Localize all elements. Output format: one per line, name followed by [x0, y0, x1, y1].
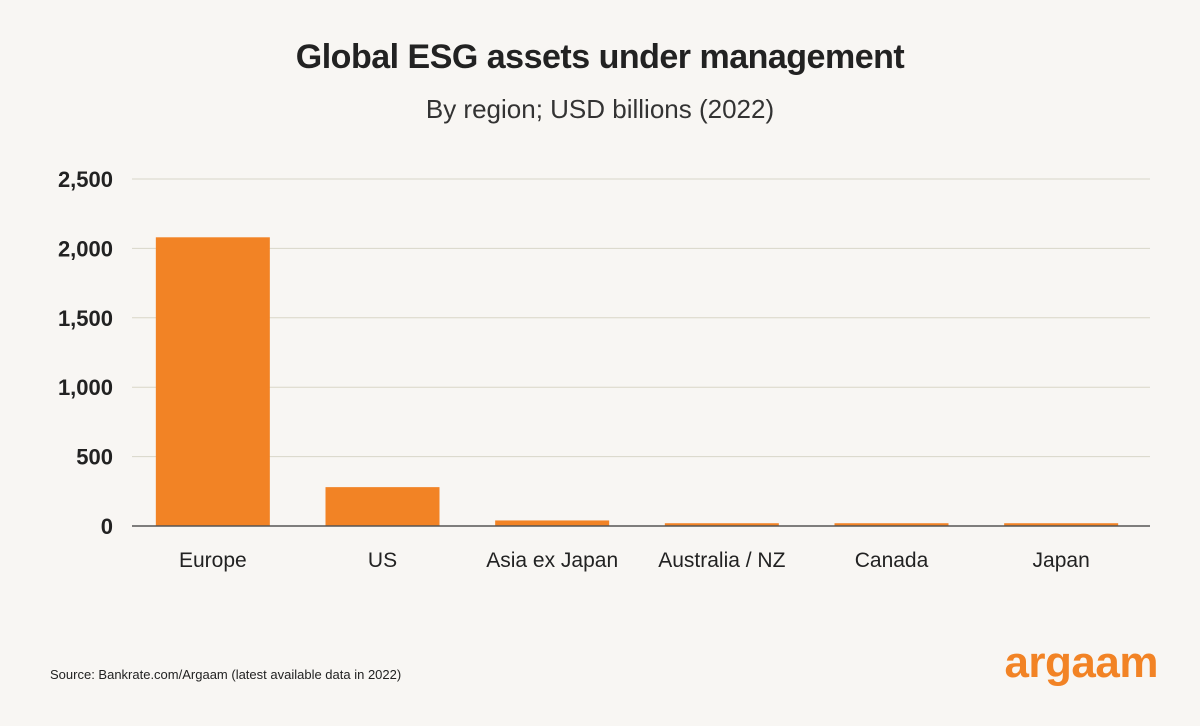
- bar: [834, 523, 949, 526]
- x-tick-label: US: [368, 549, 397, 572]
- y-tick-label: 1,000: [58, 375, 113, 400]
- chart-title: Global ESG assets under management: [295, 38, 905, 76]
- bar: [664, 523, 779, 526]
- y-tick-label: 2,500: [58, 167, 113, 192]
- bar: [325, 487, 440, 526]
- bar: [1004, 523, 1119, 526]
- chart-subtitle: By region; USD billions (2022): [425, 94, 775, 124]
- source-note: Source: Bankrate.com/Argaam (latest avai…: [50, 667, 402, 682]
- y-tick-label: 0: [101, 514, 113, 539]
- bar: [495, 520, 610, 526]
- bar: [155, 237, 270, 526]
- argaam-logo: argaam: [1004, 638, 1158, 687]
- x-tick-label: Canada: [855, 549, 929, 572]
- x-tick-label: Japan: [1033, 549, 1090, 572]
- x-tick-label: Australia / NZ: [658, 549, 785, 572]
- x-tick-label: Europe: [179, 549, 247, 572]
- y-tick-label: 2,000: [58, 236, 113, 261]
- y-tick-label: 1,500: [58, 306, 113, 331]
- x-tick-label: Asia ex Japan: [486, 549, 618, 572]
- y-tick-label: 500: [76, 445, 113, 470]
